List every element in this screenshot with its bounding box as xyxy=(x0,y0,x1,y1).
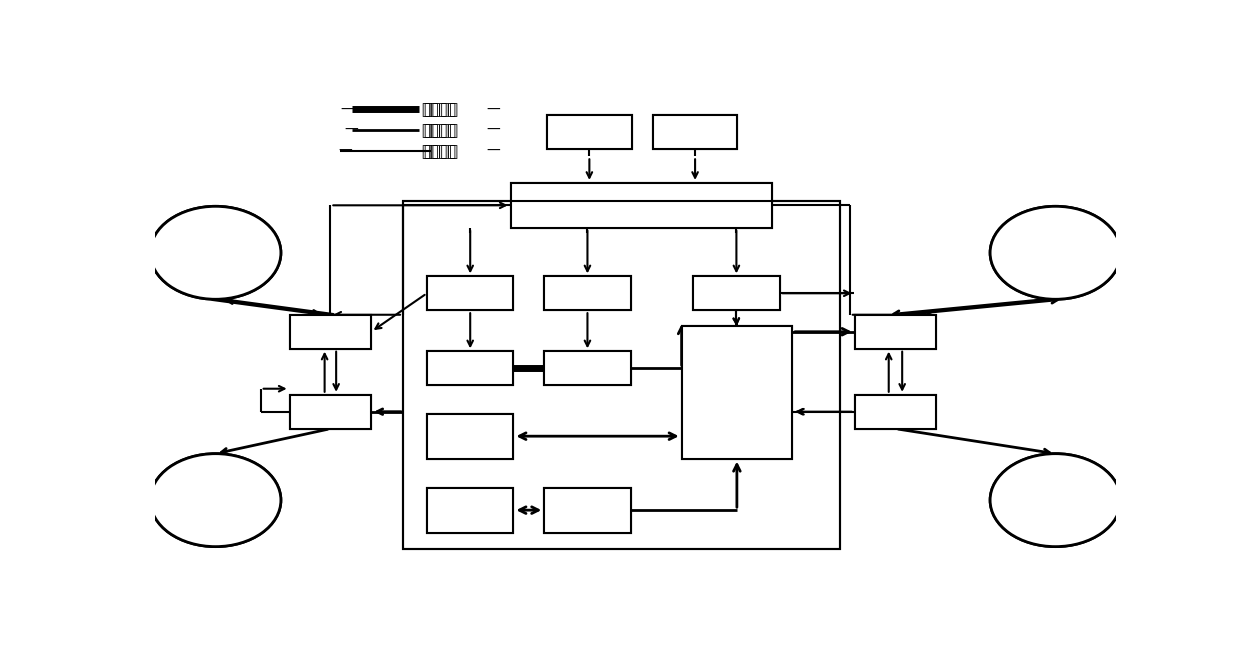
Text: 轮毂电机3: 轮毂电机3 xyxy=(191,245,239,260)
Text: GCU: GCU xyxy=(570,286,605,300)
Text: 高压连接: 高压连接 xyxy=(423,123,458,138)
Bar xyxy=(854,395,936,429)
Bar xyxy=(544,276,631,310)
Bar xyxy=(854,315,936,349)
Bar xyxy=(547,115,631,149)
Bar xyxy=(652,115,738,149)
Text: DC/DC: DC/DC xyxy=(562,502,614,518)
Text: 发动机: 发动机 xyxy=(456,361,485,376)
Bar xyxy=(427,351,513,386)
Bar xyxy=(290,395,371,429)
Text: 制动: 制动 xyxy=(686,125,704,140)
Text: —: — xyxy=(486,123,500,138)
Text: —: — xyxy=(341,103,355,116)
Text: DC/DC: DC/DC xyxy=(562,502,614,518)
Text: MCU1: MCU1 xyxy=(872,324,919,339)
Ellipse shape xyxy=(150,206,281,299)
Bar xyxy=(427,276,513,310)
Bar xyxy=(693,276,780,310)
Text: 高压连接: 高压连接 xyxy=(422,123,456,138)
Text: 加速: 加速 xyxy=(580,125,599,140)
Text: BMS: BMS xyxy=(719,286,754,300)
Ellipse shape xyxy=(990,206,1121,299)
Text: MCU3: MCU3 xyxy=(308,324,353,339)
Bar xyxy=(427,351,513,386)
Bar xyxy=(290,315,371,349)
Text: 制动: 制动 xyxy=(686,125,704,140)
Text: ECU: ECU xyxy=(454,286,486,300)
Bar xyxy=(652,115,738,149)
Text: 轮毂电机3: 轮毂电机3 xyxy=(191,245,239,260)
Bar xyxy=(290,315,371,349)
Text: GCU: GCU xyxy=(570,286,605,300)
Bar xyxy=(544,487,631,533)
Ellipse shape xyxy=(150,454,281,546)
Text: 通讯连接: 通讯连接 xyxy=(423,144,458,159)
Text: 发电机: 发电机 xyxy=(573,361,601,376)
Text: 通讯连接: 通讯连接 xyxy=(422,144,456,159)
Bar xyxy=(290,395,371,429)
Text: BMS: BMS xyxy=(719,286,754,300)
Ellipse shape xyxy=(150,454,281,546)
Text: VCU: VCU xyxy=(625,198,658,213)
Text: —: — xyxy=(486,103,500,116)
Text: 轮毂电机2: 轮毂电机2 xyxy=(1032,493,1080,508)
Text: 动力电
池: 动力电 池 xyxy=(456,420,485,452)
Text: 轮毂电机4: 轮毂电机4 xyxy=(191,493,239,508)
Bar xyxy=(682,326,792,459)
Text: 超级电
容: 超级电 容 xyxy=(456,494,485,526)
Bar xyxy=(511,183,773,228)
Bar xyxy=(427,276,513,310)
Ellipse shape xyxy=(990,206,1121,299)
Text: MCU4: MCU4 xyxy=(308,404,353,419)
Bar xyxy=(693,276,780,310)
Bar xyxy=(544,487,631,533)
Text: 发电机: 发电机 xyxy=(573,361,601,376)
Text: —: — xyxy=(486,144,500,158)
Ellipse shape xyxy=(150,206,281,299)
Text: MCU4: MCU4 xyxy=(308,404,353,419)
Bar xyxy=(544,351,631,386)
Text: 动力电
池: 动力电 池 xyxy=(456,420,485,452)
Bar xyxy=(854,315,936,349)
Bar xyxy=(427,487,513,533)
Text: MCU1: MCU1 xyxy=(872,324,919,339)
Bar xyxy=(427,413,513,459)
Text: MCU2: MCU2 xyxy=(872,404,919,419)
Text: 机械连接: 机械连接 xyxy=(423,102,458,117)
Text: —: — xyxy=(339,144,352,158)
Text: 加速: 加速 xyxy=(580,125,599,140)
Text: 轮毂电机1: 轮毂电机1 xyxy=(1032,245,1080,260)
Bar xyxy=(544,351,631,386)
Text: 机械连接: 机械连接 xyxy=(422,102,456,117)
Bar xyxy=(427,487,513,533)
Ellipse shape xyxy=(990,454,1121,546)
Text: 高压配电柜: 高压配电柜 xyxy=(713,385,761,400)
Bar xyxy=(544,276,631,310)
Text: 轮毂电机1: 轮毂电机1 xyxy=(1032,245,1080,260)
Text: 超级电
容: 超级电 容 xyxy=(456,494,485,526)
Bar xyxy=(511,183,773,228)
Bar xyxy=(403,201,841,548)
Text: ECU: ECU xyxy=(454,286,486,300)
Bar xyxy=(854,395,936,429)
Bar xyxy=(403,201,841,548)
Text: 轮毂电机2: 轮毂电机2 xyxy=(1032,493,1080,508)
Text: —: — xyxy=(345,123,358,138)
Text: 发动机: 发动机 xyxy=(456,361,485,376)
Bar xyxy=(682,326,792,459)
Bar xyxy=(427,413,513,459)
Ellipse shape xyxy=(990,454,1121,546)
Text: 高压配电柜: 高压配电柜 xyxy=(713,385,761,400)
Text: VCU: VCU xyxy=(625,198,658,213)
Bar xyxy=(547,115,631,149)
Text: MCU2: MCU2 xyxy=(872,404,919,419)
Text: MCU3: MCU3 xyxy=(308,324,353,339)
Text: 轮毂电机4: 轮毂电机4 xyxy=(191,493,239,508)
